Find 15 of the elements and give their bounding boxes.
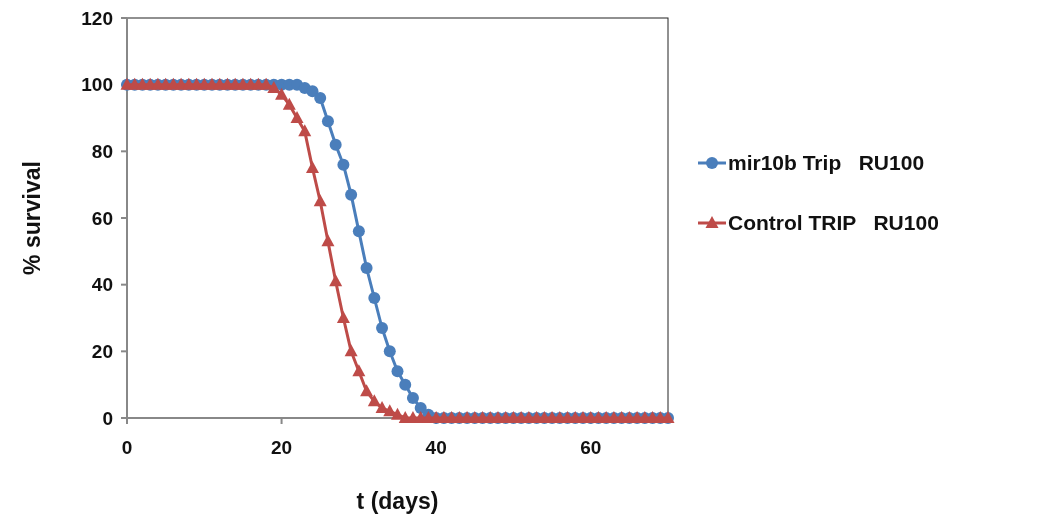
legend-label: Control TRIP RU100 — [728, 211, 939, 235]
y-tick-label: 100 — [81, 74, 113, 96]
y-tick-label: 120 — [81, 7, 113, 29]
x-tick-label: 20 — [271, 437, 293, 458]
y-tick-label: 20 — [91, 340, 113, 362]
y-tick-label: 80 — [91, 140, 113, 162]
y-tick-label: 40 — [91, 274, 113, 296]
x-tick-label: 60 — [580, 437, 602, 458]
y-tick-label: 0 — [102, 407, 113, 429]
y-axis-title: % survival — [19, 161, 45, 275]
legend-label: mir10b Trip RU100 — [728, 151, 925, 175]
x-axis-title: t (days) — [356, 488, 439, 514]
y-tick-label: 60 — [91, 207, 113, 229]
x-tick-label: 40 — [425, 437, 447, 458]
x-tick-label: 0 — [121, 437, 133, 458]
